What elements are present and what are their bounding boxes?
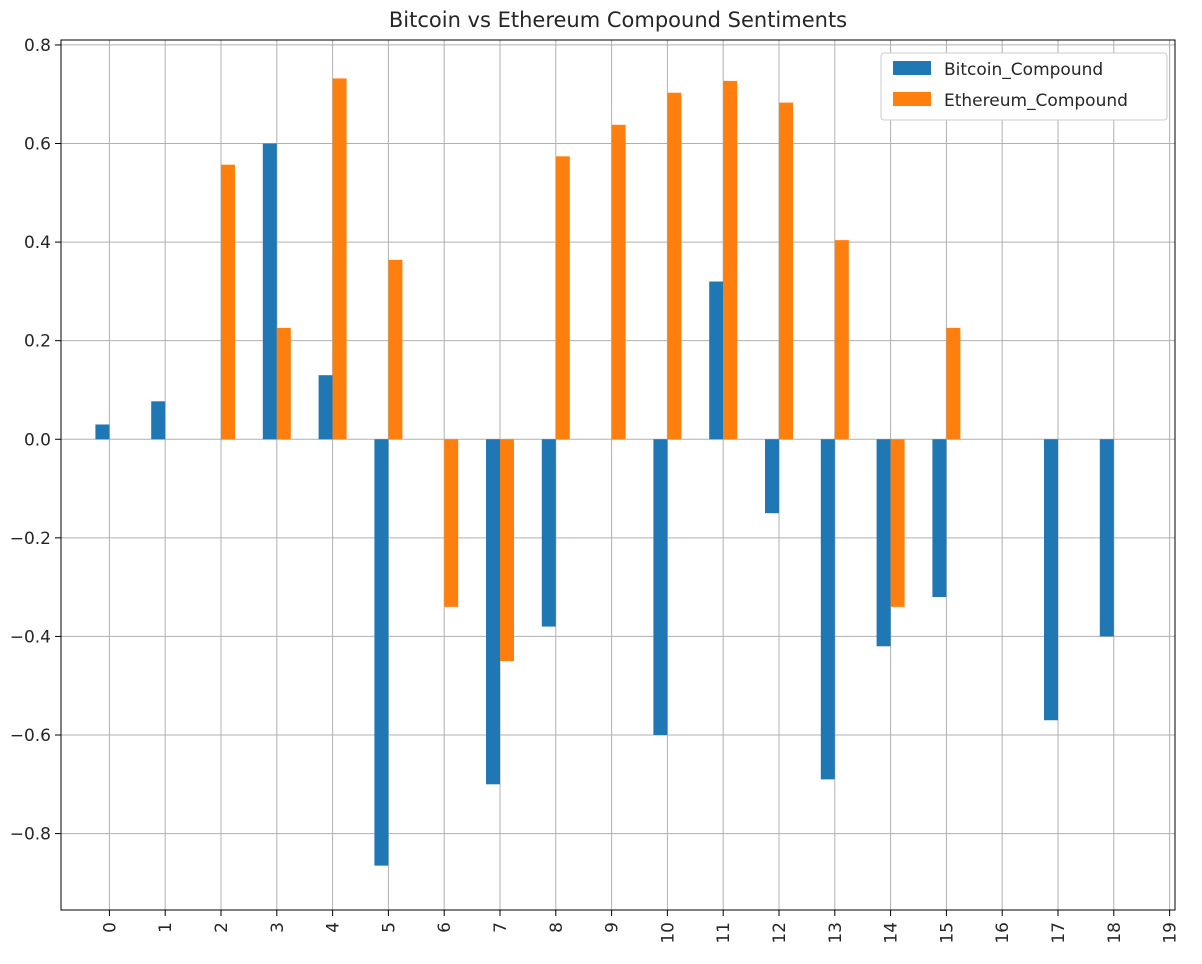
x-tick-label: 12 (770, 922, 790, 944)
bar-bitcoin-compound-8 (541, 439, 556, 627)
y-tick-label: 0.6 (24, 135, 51, 155)
bar-bitcoin-compound-15 (932, 439, 947, 597)
x-tick-label: 0 (100, 922, 120, 933)
bar-bitcoin-compound-7 (486, 439, 500, 785)
x-tick-label: 3 (268, 922, 288, 933)
y-tick-label: −0.8 (10, 825, 51, 845)
legend-swatch-bitcoin (893, 61, 931, 75)
bar-ethereum-compound-12 (779, 102, 793, 440)
x-tick-label: 5 (379, 922, 399, 933)
bar-ethereum-compound-6 (444, 439, 459, 607)
bars (95, 78, 1114, 866)
bar-bitcoin-compound-1 (151, 401, 166, 440)
x-tick-label: 2 (212, 922, 232, 933)
x-tick-label: 14 (882, 922, 902, 944)
x-tick-label: 4 (324, 922, 344, 933)
legend: Bitcoin_Compound Ethereum_Compound (880, 52, 1168, 121)
bar-ethereum-compound-2 (221, 164, 235, 440)
bar-bitcoin-compound-12 (765, 439, 779, 514)
x-axis: 0 1 2 3 4 5 6 7 8 9 10 11 12 13 14 15 16 17 18 19 (100, 910, 1181, 944)
bar-bitcoin-compound-3 (262, 143, 277, 440)
legend-swatch-ethereum (893, 92, 931, 106)
bar-ethereum-compound-10 (667, 92, 682, 440)
x-tick-label: 8 (547, 922, 567, 933)
y-tick-label: 0.0 (24, 430, 51, 450)
x-tick-label: 19 (1161, 922, 1181, 944)
bar-ethereum-compound-13 (834, 240, 849, 440)
bar-bitcoin-compound-13 (820, 439, 835, 780)
bar-bitcoin-compound-5 (374, 439, 389, 866)
x-tick-label: 13 (826, 922, 846, 944)
bar-ethereum-compound-5 (388, 259, 403, 440)
legend-label-ethereum: Ethereum_Compound (944, 91, 1128, 111)
legend-label-bitcoin: Bitcoin_Compound (944, 60, 1103, 80)
x-tick-label: 10 (658, 922, 678, 944)
bar-ethereum-compound-11 (723, 80, 738, 440)
bar-bitcoin-compound-0 (95, 424, 110, 440)
y-tick-label: −0.2 (10, 529, 51, 549)
x-tick-label: 7 (491, 922, 511, 933)
y-tick-label: 0.2 (24, 332, 51, 352)
bar-ethereum-compound-7 (500, 439, 514, 662)
bar-ethereum-compound-3 (276, 327, 291, 440)
x-tick-label: 11 (714, 922, 734, 944)
y-tick-label: 0.8 (24, 36, 51, 56)
x-tick-label: 1 (156, 922, 176, 933)
bar-bitcoin-compound-4 (318, 375, 333, 440)
bar-ethereum-compound-8 (555, 156, 570, 440)
y-axis: 0.8 0.6 0.4 0.2 0.0 −0.2 −0.4 −0.6 −0.8 (10, 36, 61, 845)
bar-bitcoin-compound-11 (709, 281, 724, 440)
x-tick-label: 18 (1105, 922, 1125, 944)
x-tick-label: 15 (937, 922, 957, 944)
bar-ethereum-compound-9 (611, 124, 626, 440)
chart-title: Bitcoin vs Ethereum Compound Sentiments (389, 8, 847, 32)
bar-ethereum-compound-14 (890, 439, 905, 607)
bar-bitcoin-compound-17 (1044, 439, 1058, 721)
bar-bitcoin-compound-10 (653, 439, 668, 736)
y-tick-label: −0.6 (10, 726, 51, 746)
plot-frame (60, 39, 1176, 911)
bar-bitcoin-compound-14 (876, 439, 891, 647)
x-tick-label: 16 (993, 922, 1013, 944)
y-tick-label: −0.4 (10, 627, 51, 647)
y-tick-label: 0.4 (24, 233, 51, 253)
x-tick-label: 9 (603, 922, 623, 933)
legend-box (880, 52, 1168, 121)
bar-bitcoin-compound-18 (1099, 439, 1114, 637)
x-tick-label: 6 (435, 922, 455, 933)
x-tick-label: 17 (1049, 922, 1069, 944)
bar-ethereum-compound-15 (946, 327, 961, 440)
bar-ethereum-compound-4 (332, 78, 347, 440)
